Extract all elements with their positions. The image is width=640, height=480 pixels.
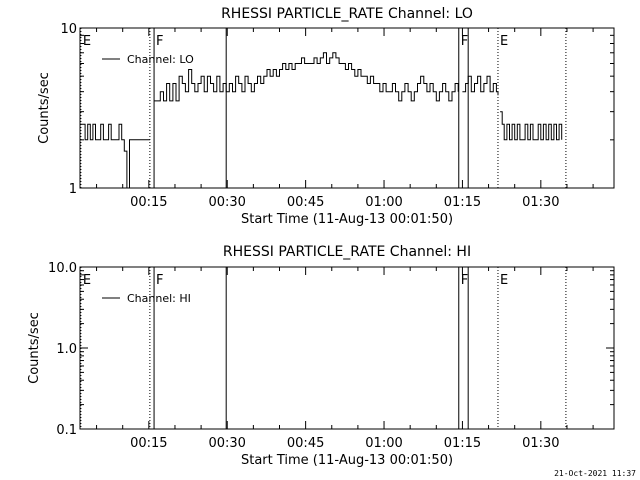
chart-title: RHESSI PARTICLE_RATE Channel: LO: [221, 6, 473, 22]
chart-panel-2: RHESSI PARTICLE_RATE Channel: HI 00:15 00:…: [27, 244, 615, 468]
event-marker-label: E: [83, 273, 91, 288]
timestamp-label: 21-Oct-2021 11:37: [554, 469, 636, 478]
x-tick-label: 00:30: [208, 195, 245, 210]
data-series-line: [462, 75, 499, 96]
data-series-line: [500, 111, 563, 141]
chart-title: RHESSI PARTICLE_RATE Channel: HI: [223, 244, 471, 260]
x-axis-label: Start Time (11-Aug-13 00:01:50): [241, 212, 453, 227]
x-tick-label: 01:30: [522, 436, 559, 451]
x-tick-label: 00:45: [287, 436, 324, 451]
chart-panel-1: RHESSI PARTICLE_RATE Channel: LO 00:15 00:…: [37, 6, 615, 227]
event-marker-label: E: [500, 273, 508, 288]
legend-label: Channel: LO: [127, 53, 194, 66]
event-marker-label: E: [500, 34, 508, 49]
x-tick-label: 01:15: [444, 436, 481, 451]
x-tick-label: 00:45: [287, 195, 324, 210]
x-tick-label: 01:30: [522, 195, 559, 210]
y-tick-label: 1.0: [56, 342, 77, 357]
y-tick-label: 10: [60, 22, 77, 37]
x-tick-label: 01:15: [444, 195, 481, 210]
event-marker-label: E: [83, 34, 91, 49]
plot-frame: [79, 27, 615, 189]
x-tick-label: 00:15: [130, 436, 167, 451]
x-tick-label: 01:00: [365, 436, 402, 451]
y-axis-label: Counts/sec: [37, 72, 52, 144]
x-tick-label: 01:00: [365, 195, 402, 210]
event-marker-label: F: [461, 273, 468, 288]
event-marker-label: F: [461, 34, 468, 49]
legend-label: Channel: HI: [127, 292, 191, 305]
data-series-line: [154, 52, 459, 102]
y-axis-label: Counts/sec: [27, 312, 42, 384]
x-tick-label: 00:30: [208, 436, 245, 451]
data-series-line: [80, 123, 150, 189]
x-tick-label: 00:15: [130, 195, 167, 210]
event-marker-label: F: [156, 273, 163, 288]
y-tick-label: 10.0: [48, 261, 77, 276]
y-tick-label: 0.1: [56, 423, 77, 438]
y-tick-label: 1: [69, 182, 77, 197]
x-axis-label: Start Time (11-Aug-13 00:01:50): [241, 453, 453, 468]
event-marker-label: F: [156, 34, 163, 49]
